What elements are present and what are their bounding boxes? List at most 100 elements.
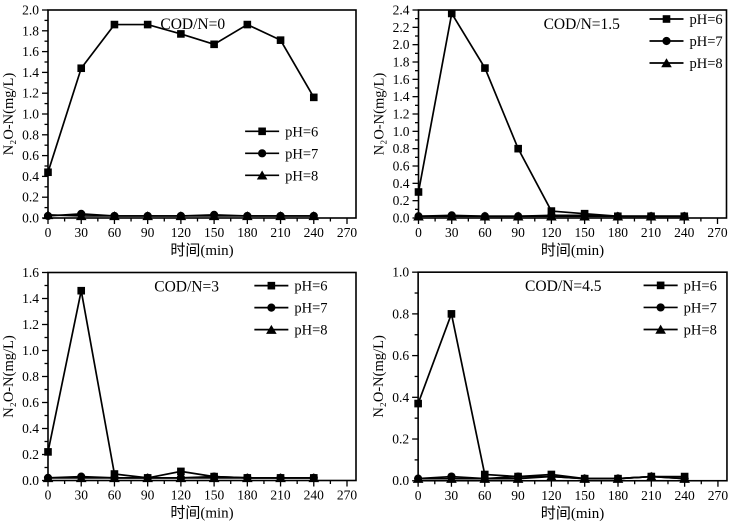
legend-label: pH=6 [690,12,723,28]
square-marker [414,188,423,196]
y-tick-label: 0.0 [22,211,39,226]
y-tick-label: 0.6 [392,348,409,363]
chart-cod-n-1-5: 0 30 60 90 120 150 180 210 240 270 0.0 0.2 0.4 0.6 0.8… [370,0,741,262]
legend: pH=6 pH=7 pH=8 [254,279,328,339]
triangle-marker [175,473,187,483]
x-tick-label: 270 [707,225,728,240]
triangle-marker [142,211,153,221]
triangle-marker [275,211,286,221]
series-line [417,11,685,218]
x-tick-label: 270 [337,225,358,240]
x-axis-title: 时间(min) [541,242,604,259]
square-marker [143,20,152,29]
x-tick-label: 270 [337,488,358,503]
x-tick-label: 30 [74,225,88,240]
legend: pH=6 pH=7 pH=8 [245,124,318,184]
x-tick-label: 180 [237,225,258,240]
chart-cod-n-3: 0 30 60 90 120 150 180 210 240 270 0.0 0.2 0.4 0.6 0.8… [0,262,370,525]
legend-label: pH=6 [294,279,327,295]
x-tick-label: 30 [445,225,459,240]
square-marker [414,399,422,408]
chart-cod-n-0-plot: 0 30 60 90 120 150 180 210 240 270 0.0 0.2 0.4 0.6 0.8… [1,3,358,260]
y-tick-label: 1.0 [22,343,39,358]
y-tick-label: 1.2 [22,86,39,101]
y-tick-label: 0.4 [22,421,39,436]
x-tick-label: 240 [674,225,695,240]
series-ph-6 [414,9,689,221]
legend-label: pH=8 [684,323,717,339]
legend-label: pH=8 [294,323,327,339]
y-tick-label: 1.0 [392,265,409,280]
square-marker [44,168,52,177]
legend: pH=6 pH=7 pH=8 [643,278,717,339]
square-marker [662,15,671,23]
square-marker [267,281,276,290]
triangle-marker [546,211,557,221]
chart-cod-n-3-plot: 0 30 60 90 120 150 180 210 240 270 0.0 0.2 0.4 0.6 0.8… [1,265,358,522]
square-marker [481,64,489,72]
x-tick-label: 60 [108,225,122,240]
series-ph-6 [44,20,318,177]
legend-label: pH=6 [684,278,717,294]
legend-label: pH=7 [690,34,723,50]
triangle-marker [678,211,690,221]
x-tick-label: 150 [204,488,225,503]
series-ph-8 [412,471,690,483]
x-axis-title: 时间(min) [541,505,604,522]
x-tick-label: 0 [415,488,422,503]
triangle-marker [412,473,424,483]
square-marker [309,93,318,102]
triangle-marker [142,473,153,483]
x-tick-label: 240 [304,488,325,503]
triangle-marker [512,211,524,221]
x-tick-label: 0 [45,488,52,503]
axes: 0 30 60 90 120 150 180 210 240 270 0.0 0.2 0.4 0.6 0.8… [393,3,728,241]
y-tick-label: 0.4 [393,176,410,191]
y-tick-label: 1.8 [393,55,410,70]
y-tick-label: 0.0 [393,211,410,226]
x-tick-label: 210 [641,225,662,240]
x-tick-label: 180 [608,225,629,240]
series-ph-8 [42,210,320,221]
circle-marker [258,149,267,158]
chart-title: COD/N=0 [160,16,225,33]
chart-cod-n-0: 0 30 60 90 120 150 180 210 240 270 0.0 0.2 0.4 0.6 0.8… [0,0,370,262]
legend-label: pH=8 [690,56,723,72]
square-marker [243,20,252,29]
triangle-marker [479,211,491,221]
square-marker [177,467,185,476]
square-marker [177,30,185,38]
series-ph-8 [42,473,320,483]
x-tick-label: 60 [478,225,492,240]
square-marker [77,286,86,295]
series-ph-6 [44,286,318,482]
triangle-marker [175,211,187,221]
square-marker [210,40,218,49]
y-tick-label: 0.2 [22,447,39,462]
y-tick-label: 2.4 [393,3,410,18]
triangle-marker [42,210,54,220]
y-tick-label: 2.0 [393,37,410,52]
triangle-marker [612,473,624,483]
y-tick-label: 1.4 [22,291,39,306]
series-line [47,23,315,173]
square-marker [77,64,86,73]
series-line [47,290,314,479]
y-tick-label: 0.4 [392,390,409,405]
x-tick-label: 210 [270,225,291,240]
y-tick-label: 0.0 [392,473,409,488]
legend-label: pH=7 [294,301,327,317]
legend-label: pH=6 [285,124,318,140]
square-marker [656,281,665,290]
triangle-marker [446,211,458,221]
y-tick-label: 1.0 [22,107,39,122]
chart-title: COD/N=4.5 [525,278,602,295]
triangle-marker [109,211,120,221]
y-axis-title: N₂O-N(mg/L) [372,73,388,156]
x-tick-label: 90 [511,225,525,240]
circle-marker [267,303,276,312]
y-tick-label: 1.6 [22,44,39,59]
triangle-marker [446,473,457,483]
x-tick-label: 150 [574,225,595,240]
